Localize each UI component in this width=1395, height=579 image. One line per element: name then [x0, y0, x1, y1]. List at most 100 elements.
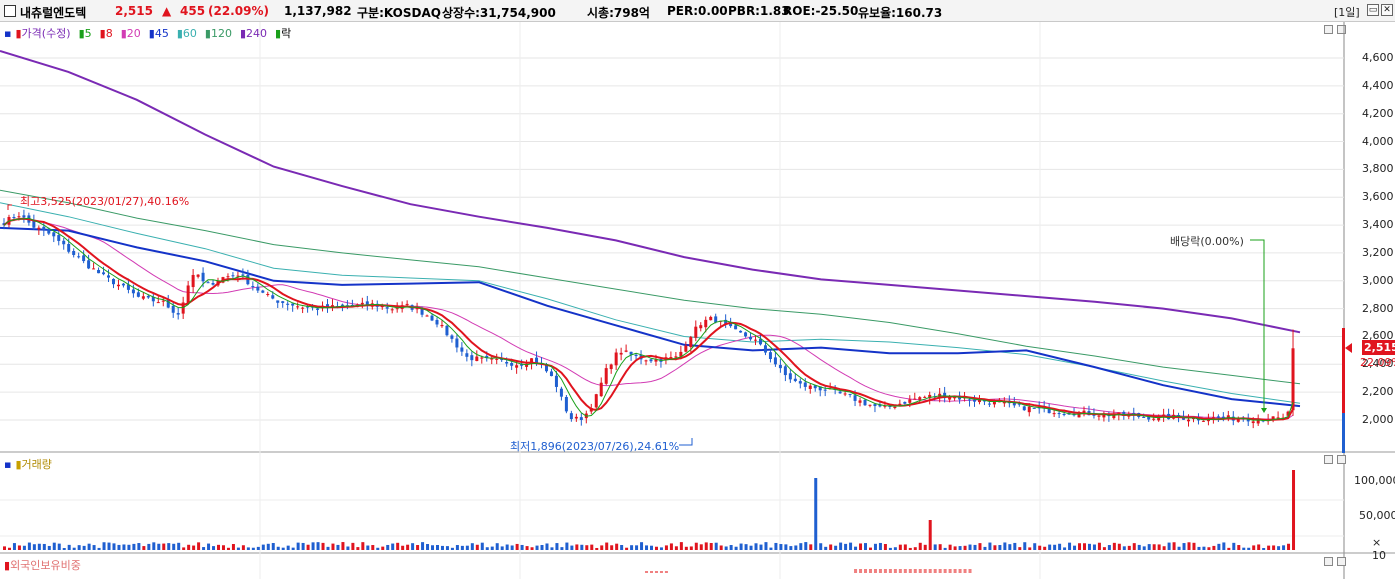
volume-bar [928, 520, 932, 550]
volume-bar [759, 544, 763, 550]
volume-bar [470, 543, 474, 550]
volume-bar [346, 546, 350, 550]
volume-bar [650, 545, 653, 550]
candle [808, 383, 812, 394]
foreign-bar [878, 569, 882, 573]
volume-bar [799, 543, 803, 550]
candle [62, 237, 66, 250]
candle [176, 307, 180, 320]
volume-bar [1082, 543, 1086, 550]
volume-bar [883, 543, 887, 550]
volume-bar [22, 545, 26, 550]
candle [126, 278, 130, 294]
candle [435, 317, 439, 328]
legend-price[interactable]: ▮가격(수정) [15, 27, 71, 40]
volume-bar [1087, 543, 1091, 550]
foreign-bar [664, 571, 668, 573]
foreign-bar [933, 569, 937, 573]
legend-ma60[interactable]: ▮60 [176, 27, 197, 40]
volume-unit: × 10 [1372, 536, 1386, 562]
volume-bar [1237, 545, 1241, 550]
panel-grip-icon[interactable]: ▪ [4, 27, 12, 40]
volume-bar [1182, 543, 1186, 550]
panel-maximize-icon[interactable] [1324, 25, 1333, 34]
volume-bar [1038, 545, 1042, 550]
candle [72, 248, 76, 258]
price-change-pct: (22.09%) [208, 4, 269, 18]
volume-bar [172, 543, 176, 550]
candle [818, 386, 822, 397]
volume-bar [878, 542, 882, 550]
volume-bar [530, 547, 534, 550]
ma20-line [3, 218, 1294, 420]
volume-bar [734, 546, 738, 550]
foreign-bar [854, 569, 858, 573]
foreign-maximize-icon[interactable] [1324, 557, 1333, 566]
volume-bar [1152, 544, 1156, 550]
volume-bar [416, 545, 420, 550]
volume-bar [192, 545, 196, 550]
maximize-icon[interactable]: ▭ [1367, 4, 1379, 16]
legend-ma5[interactable]: ▮5 [78, 27, 92, 40]
foreign-close-icon[interactable] [1337, 557, 1346, 566]
volume-bar [625, 547, 629, 550]
candle [1276, 411, 1280, 419]
candle [968, 397, 972, 407]
volume-maximize-icon[interactable] [1324, 455, 1333, 464]
stock-name: 내츄럴엔도텍 [20, 6, 87, 20]
foreign-title[interactable]: ▮외국인보유비중 [4, 559, 81, 572]
volume-bar [351, 542, 355, 550]
foreign-bar [928, 569, 932, 573]
legend-ma45[interactable]: ▮45 [148, 27, 169, 40]
volume-bar [794, 545, 798, 550]
volume-bar [1043, 546, 1047, 550]
volume-bar [1267, 545, 1271, 550]
volume-bar [435, 545, 439, 550]
close-icon[interactable]: ✕ [1381, 4, 1393, 16]
volume-bar [1028, 547, 1032, 550]
candle [475, 350, 479, 362]
volume-bar [898, 544, 902, 550]
volume-bar [993, 545, 997, 550]
price-tick-8: 3,000 [1362, 273, 1394, 287]
candle [1097, 414, 1101, 421]
legend-ma20[interactable]: ▮20 [120, 27, 141, 40]
candle [256, 283, 260, 293]
candle [42, 222, 46, 237]
volume-bar [331, 543, 335, 550]
volume-bar [167, 543, 171, 550]
legend-ex-div[interactable]: ▮락 [275, 27, 292, 40]
volume-bar [162, 543, 166, 550]
period-selector[interactable]: [1일] [1334, 6, 1360, 19]
candle [430, 313, 434, 322]
select-checkbox[interactable] [4, 5, 16, 17]
candle [644, 359, 648, 366]
volume-bar [1048, 544, 1052, 550]
price-tick-11: 2,400 [1362, 357, 1394, 371]
volume-bar [620, 545, 624, 550]
dividend-marker-arrow [1261, 408, 1267, 413]
volume-bar [1247, 547, 1251, 550]
legend-ma120[interactable]: ▮120 [204, 27, 232, 40]
volume-close-icon[interactable] [1337, 455, 1346, 464]
volume-bar [102, 542, 106, 550]
candle [1182, 410, 1186, 421]
legend-ma240[interactable]: ▮240 [239, 27, 268, 40]
volume-bar [321, 542, 325, 550]
volume-bar [197, 542, 201, 550]
volume-bar [1207, 547, 1211, 550]
legend-ma8[interactable]: ▮8 [99, 27, 113, 40]
panel-close-icon[interactable] [1337, 25, 1346, 34]
candle [186, 280, 190, 305]
volume-bar [1252, 545, 1256, 550]
volume-bar [824, 546, 828, 550]
volume-grip-icon[interactable]: ▪ [4, 458, 12, 471]
volume-bar [510, 545, 514, 550]
volume-title[interactable]: ▮거래량 [15, 458, 52, 471]
candle [559, 386, 563, 401]
volume-bar [669, 543, 673, 550]
dividend-marker-line [1250, 239, 1265, 412]
foreign-bar [963, 569, 967, 573]
volume-bar [1242, 547, 1246, 550]
